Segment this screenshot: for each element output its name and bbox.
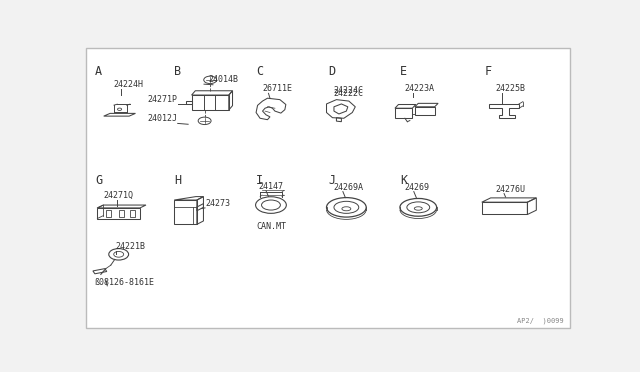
Text: 24269A: 24269A bbox=[333, 183, 363, 192]
Text: 24269: 24269 bbox=[405, 183, 430, 192]
Text: 24147: 24147 bbox=[259, 182, 284, 191]
Text: 24223A: 24223A bbox=[405, 84, 435, 93]
Text: 24271Q: 24271Q bbox=[104, 191, 134, 200]
Text: D: D bbox=[328, 65, 335, 78]
Text: J: J bbox=[328, 173, 335, 186]
Text: 24222C: 24222C bbox=[333, 90, 363, 99]
Text: F: F bbox=[484, 65, 492, 78]
Text: I: I bbox=[256, 173, 263, 186]
Text: C: C bbox=[256, 65, 263, 78]
Text: G: G bbox=[95, 173, 102, 186]
Text: H: H bbox=[174, 173, 181, 186]
Text: 24273: 24273 bbox=[205, 199, 230, 208]
Text: K: K bbox=[400, 173, 407, 186]
Text: A: A bbox=[95, 65, 102, 78]
Bar bbox=[118, 210, 124, 217]
Text: 24225B: 24225B bbox=[495, 84, 525, 93]
Text: 24012J: 24012J bbox=[148, 115, 178, 124]
Text: 24014B: 24014B bbox=[208, 75, 238, 84]
Text: AP2/  )0099: AP2/ )0099 bbox=[517, 317, 564, 324]
Bar bbox=[106, 210, 111, 217]
Text: 24221B: 24221B bbox=[116, 243, 146, 251]
Text: 24271P: 24271P bbox=[148, 95, 178, 104]
Text: 24224C: 24224C bbox=[333, 86, 363, 95]
Text: B: B bbox=[174, 65, 181, 78]
Text: 24224H: 24224H bbox=[114, 80, 144, 89]
Text: E: E bbox=[400, 65, 407, 78]
Text: 26711E: 26711E bbox=[262, 84, 292, 93]
Text: ß08126-8161E: ß08126-8161E bbox=[94, 278, 154, 287]
Text: 24276U: 24276U bbox=[495, 185, 525, 193]
Bar bbox=[129, 210, 134, 217]
Text: CAN.MT: CAN.MT bbox=[256, 222, 286, 231]
